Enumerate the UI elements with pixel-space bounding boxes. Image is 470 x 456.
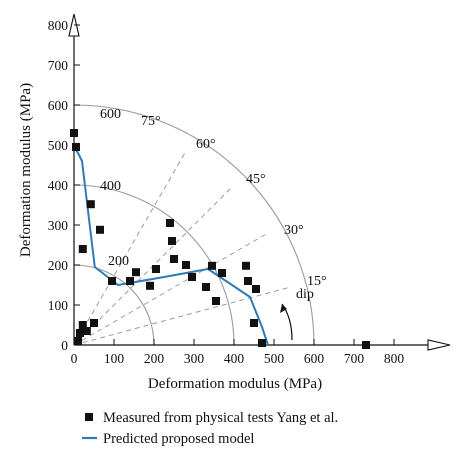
measured-point-25 — [244, 277, 252, 285]
series-layer — [70, 129, 370, 349]
measured-point-11 — [126, 277, 134, 285]
polar-angle-label-45: 45° — [246, 172, 266, 187]
polar-ray-15 — [73, 286, 291, 346]
x-tick-label-0: 0 — [71, 351, 78, 366]
y-axis-label: Deformation modulus (MPa) — [18, 83, 34, 257]
measured-point-1 — [72, 143, 80, 151]
measured-point-14 — [152, 265, 160, 273]
polar-angle-label-60: 60° — [196, 137, 216, 152]
polar-radius-label-400: 400 — [100, 179, 121, 194]
measured-point-29 — [362, 341, 370, 349]
x-tick-label-400: 400 — [224, 351, 245, 366]
measured-point-12 — [132, 268, 140, 277]
x-tick-label-100: 100 — [104, 351, 125, 366]
y-tick-label-800: 800 — [48, 18, 69, 33]
measured-point-9 — [90, 319, 98, 327]
axes: 0 100 200 300 400 500 600 700 800 0 100 200 300 400 50… — [18, 13, 451, 392]
polar-arc-400 — [73, 184, 235, 346]
predicted-line — [73, 144, 269, 346]
y-tick-label-700: 700 — [48, 58, 69, 73]
dip-label: dip — [296, 287, 314, 302]
measured-point-13 — [146, 281, 154, 290]
polar-angle-label-30: 30° — [284, 223, 304, 238]
y-tick-label-300: 300 — [48, 218, 69, 233]
y-tick-label-200: 200 — [48, 258, 69, 273]
measured-point-6 — [76, 329, 84, 337]
x-tick-label-800: 800 — [384, 351, 405, 366]
x-axis-arrow — [427, 339, 451, 351]
x-tick-label-500: 500 — [264, 351, 285, 366]
measured-point-24 — [242, 261, 250, 270]
labels-layer: 200 400 600 15° 30° 45° 60° 75° dip — [100, 107, 327, 341]
measured-point-22 — [212, 297, 220, 305]
x-axis-label: Deformation modulus (MPa) — [148, 376, 322, 392]
dip-arrowhead — [280, 304, 287, 313]
legend-label-measured: Measured from physical tests Yang et al. — [103, 410, 338, 426]
measured-point-4 — [78, 245, 87, 253]
y-tick-label-0: 0 — [61, 338, 68, 353]
measured-point-5 — [74, 337, 82, 345]
polar-angle-label-75: 75° — [141, 114, 161, 129]
polar-angle-label-15: 15° — [307, 274, 327, 289]
measured-point-19 — [188, 273, 196, 281]
x-tick-label-200: 200 — [144, 351, 165, 366]
y-tick-label-600: 600 — [48, 98, 69, 113]
polar-radius-label-600: 600 — [100, 107, 121, 122]
measured-point-28 — [258, 339, 266, 347]
measured-point-27 — [250, 319, 258, 327]
measured-point-17 — [170, 255, 178, 263]
measured-point-2 — [86, 200, 95, 209]
legend-label-predicted: Predicted proposed model — [103, 431, 254, 447]
measured-point-15 — [166, 219, 174, 227]
polar-overlay — [73, 104, 315, 346]
measured-point-20 — [202, 283, 210, 291]
measured-point-8 — [82, 327, 91, 335]
y-tick-label-100: 100 — [48, 298, 69, 313]
x-tick-label-600: 600 — [304, 351, 325, 366]
measured-point-16 — [168, 237, 176, 245]
measured-point-7 — [78, 321, 87, 329]
measured-point-23 — [218, 269, 226, 277]
measured-point-26 — [252, 285, 260, 293]
y-tick-label-400: 400 — [48, 178, 69, 193]
legend-marker-measured — [85, 413, 93, 421]
y-tick-label-500: 500 — [48, 138, 69, 153]
legend: Measured from physical tests Yang et al.… — [82, 410, 338, 447]
x-tick-label-700: 700 — [344, 351, 365, 366]
polar-radius-label-200: 200 — [108, 254, 129, 269]
measured-point-3 — [96, 225, 104, 234]
polar-ray-60 — [73, 150, 187, 346]
measured-point-18 — [182, 261, 190, 269]
measured-point-0 — [70, 129, 78, 137]
polar-ray-30 — [73, 232, 269, 346]
polar-arc-200 — [73, 264, 155, 346]
polar-arc-600 — [73, 104, 315, 346]
measured-point-21 — [208, 261, 216, 270]
x-tick-label-300: 300 — [184, 351, 205, 366]
measured-point-10 — [108, 277, 116, 285]
